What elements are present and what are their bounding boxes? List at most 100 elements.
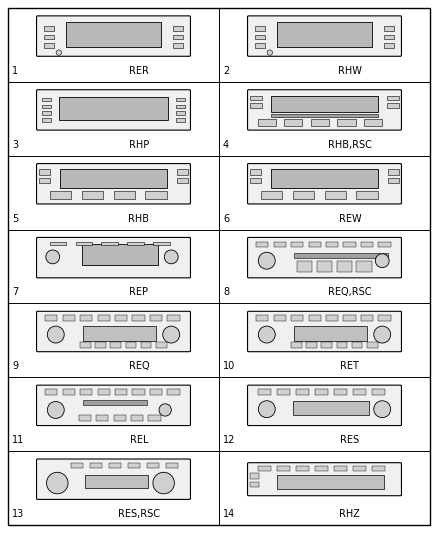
Bar — [277, 474, 384, 489]
Bar — [297, 261, 312, 272]
Circle shape — [374, 326, 391, 343]
Circle shape — [46, 250, 60, 264]
Bar — [378, 316, 391, 321]
Bar — [96, 415, 108, 422]
Bar — [45, 389, 57, 394]
Bar — [308, 316, 321, 321]
Text: RHP: RHP — [129, 140, 149, 150]
Bar — [389, 169, 399, 175]
Text: 7: 7 — [12, 287, 18, 297]
Bar — [314, 466, 328, 471]
Bar — [128, 463, 140, 469]
Circle shape — [46, 472, 68, 494]
Bar — [271, 169, 378, 188]
Bar — [153, 241, 170, 245]
FancyBboxPatch shape — [36, 311, 191, 352]
Bar — [131, 415, 143, 422]
Bar — [176, 118, 185, 122]
Bar — [284, 119, 303, 126]
Bar — [271, 114, 378, 117]
Bar — [113, 415, 126, 422]
Text: 10: 10 — [223, 361, 235, 372]
Bar — [49, 191, 71, 199]
Bar — [126, 342, 136, 348]
Bar — [291, 316, 303, 321]
Bar — [141, 342, 152, 348]
Bar — [85, 475, 148, 488]
Bar — [42, 98, 51, 101]
Bar — [110, 342, 121, 348]
Bar — [364, 119, 382, 126]
Bar — [321, 342, 332, 348]
Bar — [261, 191, 282, 199]
Bar — [384, 35, 394, 39]
Text: 6: 6 — [223, 214, 229, 223]
Circle shape — [163, 326, 180, 343]
Circle shape — [153, 472, 174, 494]
Text: REW: REW — [339, 214, 361, 223]
FancyBboxPatch shape — [36, 385, 191, 425]
Bar — [127, 241, 144, 245]
Bar — [371, 466, 385, 471]
Text: 2: 2 — [223, 66, 229, 76]
Circle shape — [258, 326, 275, 343]
Bar — [291, 342, 302, 348]
Text: 1: 1 — [12, 66, 18, 76]
FancyBboxPatch shape — [247, 90, 402, 130]
Bar — [277, 389, 290, 394]
Bar — [80, 389, 92, 394]
Text: 9: 9 — [12, 361, 18, 372]
Bar — [274, 241, 286, 247]
Bar — [176, 98, 185, 101]
Bar — [337, 342, 347, 348]
Bar — [45, 316, 57, 321]
Text: 4: 4 — [223, 140, 229, 150]
Bar — [63, 316, 75, 321]
Bar — [173, 26, 184, 31]
Circle shape — [56, 50, 61, 55]
Bar — [274, 316, 286, 321]
Bar — [173, 35, 184, 39]
Text: 13: 13 — [12, 509, 24, 519]
Bar — [67, 22, 161, 47]
Text: 12: 12 — [223, 435, 235, 445]
Circle shape — [267, 50, 272, 55]
Bar — [132, 389, 145, 394]
Text: 8: 8 — [223, 287, 229, 297]
FancyBboxPatch shape — [247, 463, 402, 496]
Bar — [44, 35, 54, 39]
Bar — [326, 316, 338, 321]
Bar — [334, 466, 347, 471]
Bar — [258, 466, 271, 471]
Text: REQ,RSC: REQ,RSC — [328, 287, 371, 297]
Bar — [254, 35, 265, 39]
Bar — [148, 415, 161, 422]
FancyBboxPatch shape — [247, 311, 402, 352]
Bar — [39, 169, 49, 175]
Bar — [150, 389, 162, 394]
Bar — [250, 96, 262, 100]
Bar — [343, 316, 356, 321]
Bar — [173, 43, 184, 47]
Text: 5: 5 — [12, 214, 18, 223]
Bar — [42, 111, 51, 115]
Bar — [277, 22, 371, 47]
Text: RET: RET — [340, 361, 359, 372]
Bar — [384, 43, 394, 47]
Bar — [317, 261, 332, 272]
Bar — [361, 316, 373, 321]
Bar — [115, 389, 127, 394]
Bar — [39, 177, 49, 183]
Bar — [177, 169, 188, 175]
Bar — [256, 241, 268, 247]
Bar — [314, 389, 328, 394]
Text: RES,RSC: RES,RSC — [118, 509, 160, 519]
Bar — [308, 241, 321, 247]
Bar — [337, 261, 352, 272]
Bar — [95, 342, 106, 348]
Circle shape — [374, 401, 391, 418]
Bar — [147, 463, 159, 469]
Bar — [353, 466, 366, 471]
Bar — [258, 389, 271, 394]
Bar — [325, 191, 346, 199]
